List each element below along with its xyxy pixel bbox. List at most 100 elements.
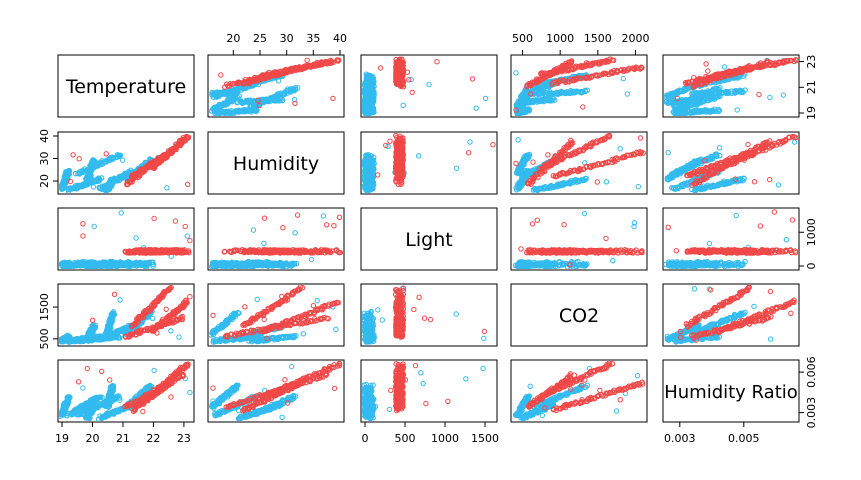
unoccupied-point — [582, 175, 589, 182]
unoccupied-point — [717, 85, 723, 91]
occupied-point — [530, 159, 536, 165]
unoccupied-point — [603, 179, 610, 185]
occupied-point — [400, 63, 406, 69]
occupied-point — [785, 57, 791, 64]
unoccupied-point — [114, 152, 121, 158]
unoccupied-point — [275, 78, 282, 84]
occupied-point — [397, 149, 404, 156]
panel-frame — [360, 131, 498, 195]
occupied-point — [387, 138, 393, 144]
unoccupied-point — [453, 165, 460, 171]
panel-humidity-vs-light — [360, 131, 498, 195]
unoccupied-point — [525, 106, 531, 113]
occupied-point — [393, 133, 399, 139]
occupied-point — [70, 152, 76, 158]
occupied-point — [383, 142, 389, 149]
variable-label: Humidity — [233, 153, 319, 175]
unoccupied-point — [524, 152, 530, 159]
occupied-point — [606, 133, 613, 139]
unoccupied-point — [279, 97, 286, 104]
occupied-point — [299, 65, 306, 71]
unoccupied-point — [400, 102, 406, 109]
unoccupied-point — [775, 182, 782, 188]
unoccupied-point — [120, 157, 126, 163]
occupied-point — [732, 68, 739, 74]
occupied-point — [103, 151, 110, 157]
occupied-point — [578, 75, 584, 82]
unoccupied-point — [584, 87, 591, 93]
occupied-point — [166, 149, 172, 156]
unoccupied-point — [362, 90, 368, 97]
occupied-point — [573, 149, 579, 155]
panel-temperature-vs-temperature: Temperature — [57, 54, 195, 118]
occupied-point — [639, 64, 645, 71]
occupied-point — [771, 61, 778, 68]
unoccupied-point — [549, 97, 556, 104]
occupied-point — [583, 60, 590, 66]
unoccupied-point — [285, 86, 291, 92]
occupied-point — [377, 65, 384, 71]
occupied-point — [304, 57, 310, 63]
occupied-point — [396, 135, 403, 142]
unoccupied-point — [582, 87, 589, 94]
unoccupied-point — [767, 94, 773, 101]
occupied-point — [697, 178, 703, 184]
occupied-point — [602, 159, 609, 166]
occupied-point — [625, 67, 631, 73]
unoccupied-point — [363, 71, 370, 77]
unoccupied-point — [366, 92, 373, 99]
occupied-point — [393, 56, 399, 63]
unoccupied-point — [250, 102, 256, 108]
occupied-point — [602, 71, 609, 77]
occupied-point — [594, 138, 600, 144]
unoccupied-point — [523, 94, 530, 100]
occupied-point — [469, 76, 476, 82]
unoccupied-point — [716, 152, 723, 159]
occupied-point — [579, 63, 585, 70]
unoccupied-point — [530, 98, 536, 104]
occupied-point — [574, 75, 581, 82]
panel-temperature-vs-humidity-ratio — [662, 54, 800, 118]
occupied-point — [640, 150, 646, 156]
occupied-point — [330, 95, 336, 102]
scatter-points — [209, 57, 342, 116]
unoccupied-point — [295, 85, 301, 91]
unoccupied-point — [95, 175, 102, 181]
unoccupied-point — [408, 76, 414, 83]
occupied-point — [674, 95, 680, 102]
panel-temperature-vs-co2 — [510, 54, 648, 118]
unoccupied-point — [363, 73, 370, 80]
unoccupied-point — [717, 93, 723, 100]
occupied-point — [513, 107, 519, 113]
occupied-point — [394, 63, 401, 70]
panel-humidity-vs-humidity-ratio — [662, 131, 800, 195]
occupied-point — [592, 162, 599, 168]
unoccupied-point — [716, 145, 723, 151]
unoccupied-point — [291, 97, 298, 103]
occupied-point — [185, 134, 192, 141]
unoccupied-point — [164, 185, 170, 191]
occupied-point — [156, 160, 163, 166]
unoccupied-point — [81, 169, 88, 176]
occupied-point — [296, 65, 302, 72]
unoccupied-point — [117, 152, 124, 159]
unoccupied-point — [721, 64, 728, 70]
unoccupied-point — [364, 153, 370, 159]
occupied-point — [67, 178, 74, 185]
variable-label: Temperature — [65, 76, 186, 98]
unoccupied-point — [515, 137, 521, 143]
occupied-point — [545, 161, 551, 167]
unoccupied-point — [734, 107, 740, 113]
unoccupied-point — [542, 89, 548, 96]
occupied-point — [756, 91, 762, 98]
occupied-point — [611, 68, 617, 74]
panel-humidity-vs-humidity: Humidity — [207, 131, 345, 195]
occupied-point — [404, 69, 411, 75]
occupied-point — [594, 72, 600, 78]
occupied-point — [539, 70, 545, 76]
panel-temperature-vs-light — [360, 54, 498, 118]
unoccupied-point — [363, 152, 369, 158]
unoccupied-point — [513, 70, 519, 76]
unoccupied-point — [713, 182, 719, 189]
occupied-point — [594, 179, 600, 185]
